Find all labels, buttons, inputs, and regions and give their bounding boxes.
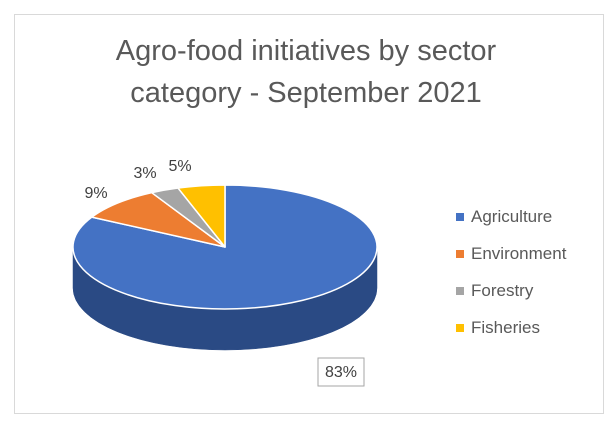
legend-swatch-agriculture bbox=[456, 212, 464, 221]
legend-item-fisheries: Fisheries bbox=[456, 309, 566, 346]
data-label-agriculture: 83% bbox=[325, 364, 357, 381]
chart-title: Agro-food initiatives by sector category… bbox=[0, 30, 612, 114]
pie-slice-environment bbox=[91, 191, 226, 248]
data-label-environment: 9% bbox=[84, 185, 107, 202]
legend-item-agriculture: Agriculture bbox=[456, 198, 566, 235]
data-label-forestry: 3% bbox=[133, 165, 156, 182]
legend-swatch-environment bbox=[456, 249, 464, 258]
legend-swatch-forestry bbox=[456, 286, 464, 295]
pie-slice-fisheries bbox=[177, 184, 226, 248]
legend-swatch-fisheries bbox=[456, 323, 464, 332]
legend-item-forestry: Forestry bbox=[456, 272, 566, 309]
legend-label-fisheries: Fisheries bbox=[471, 317, 540, 337]
chart-title-line-1: Agro-food initiatives by sector bbox=[115, 35, 497, 67]
data-label-fisheries: 5% bbox=[168, 158, 191, 175]
data-label-box-agriculture bbox=[317, 357, 365, 387]
legend-item-environment: Environment bbox=[456, 235, 566, 272]
chart-title-line-2: category - September 2021 bbox=[130, 77, 482, 109]
legend-label-agriculture: Agriculture bbox=[471, 206, 553, 226]
legend-label-environment: Environment bbox=[471, 243, 567, 263]
chart-legend: Agriculture Environment Forestry Fisheri… bbox=[456, 198, 566, 346]
legend-label-forestry: Forestry bbox=[471, 280, 534, 300]
